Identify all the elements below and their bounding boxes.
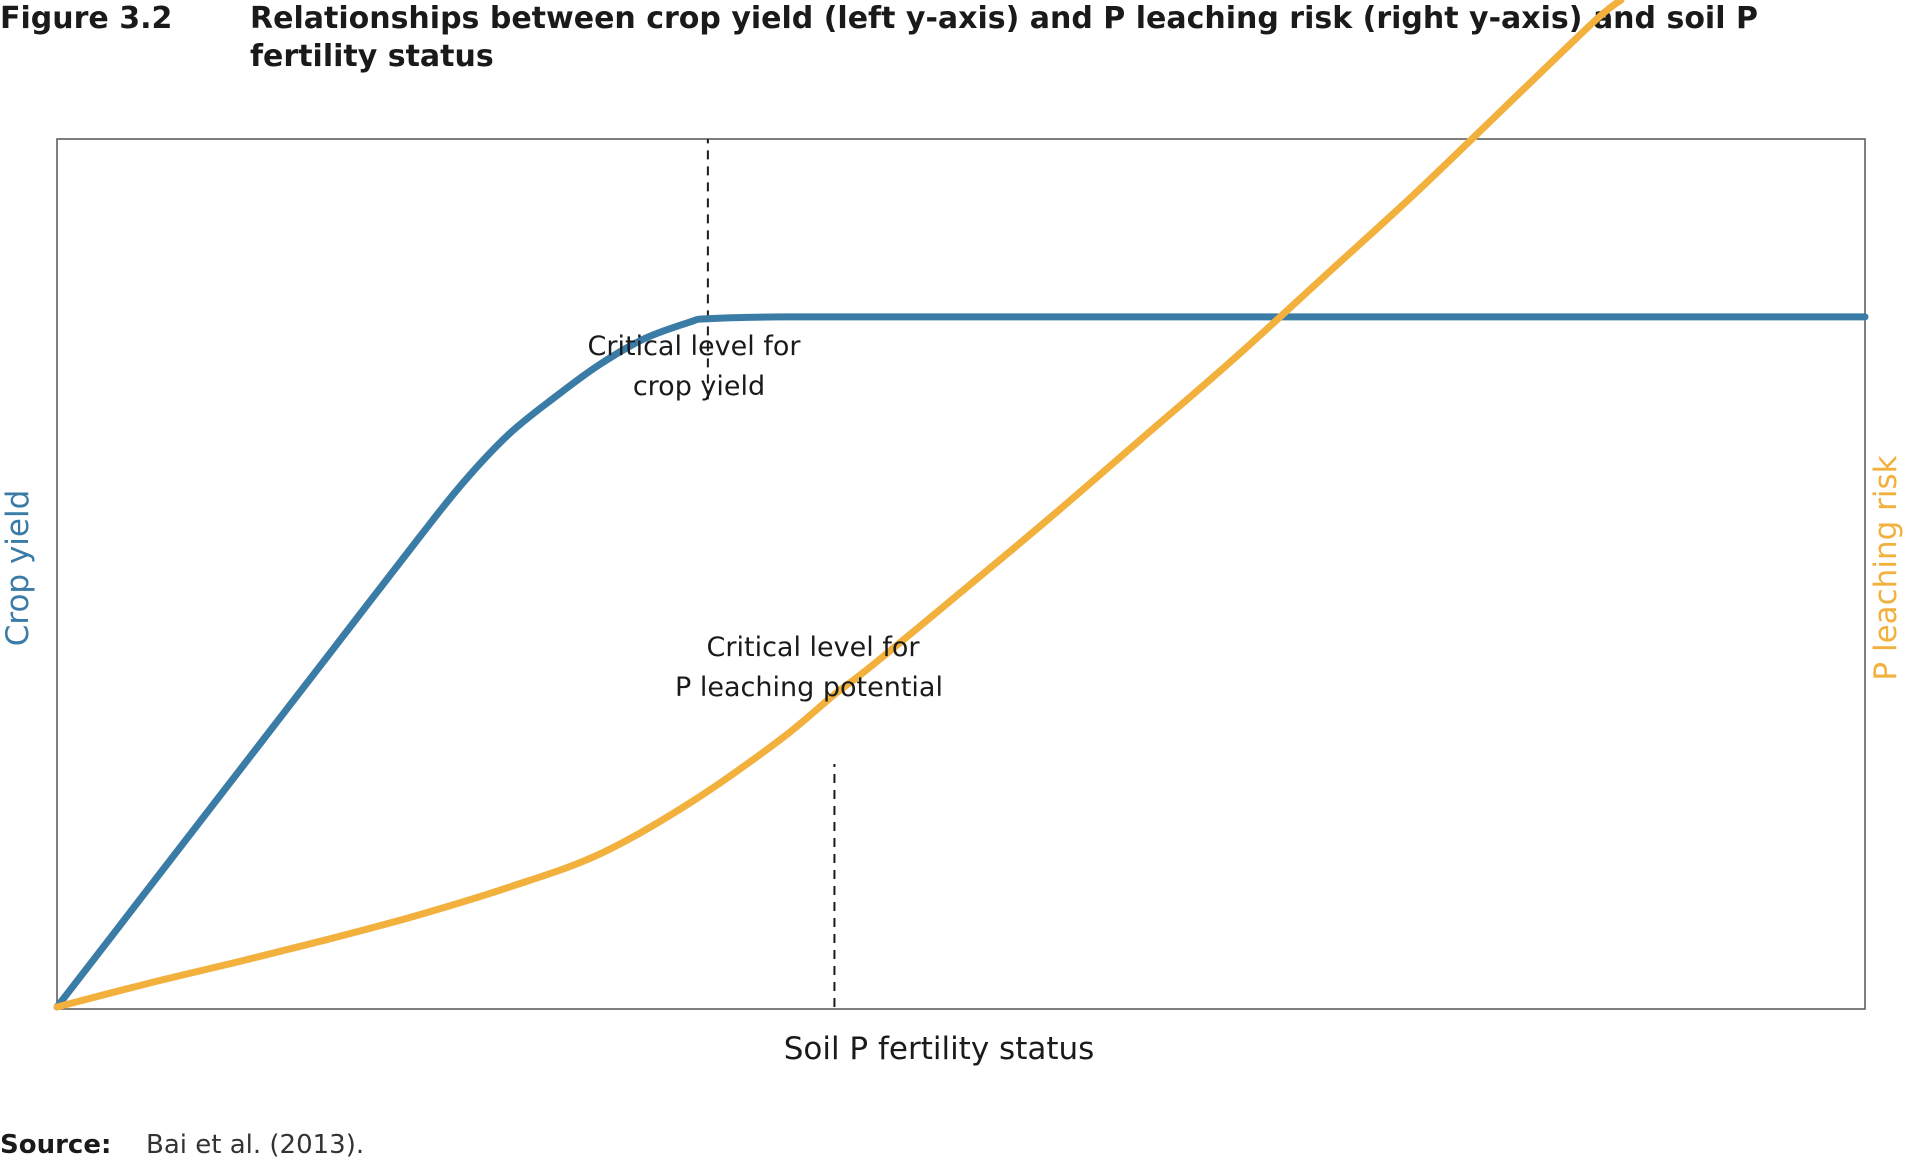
crop-yield-series-line [53,313,1869,1011]
x-axis-label: Soil P fertility status [784,1031,1095,1067]
annotation-crop-yield-line-1: Critical level for [588,331,802,362]
annotation-crop-yield-line-2: crop yield [633,371,765,402]
annotation-p-leaching-line-1: Critical level for [707,632,921,663]
source-text: Bai et al. (2013). [146,1130,365,1160]
y-axis-label-left: Crop yield [0,490,36,647]
annotation-p-leaching-line-2: P leaching potential [675,672,943,703]
source-label: Source: [0,1130,112,1160]
figure-number: Figure 3.2 [0,1,173,36]
y-axis-label-right: P leaching risk [1868,455,1904,680]
source-note: Source: Bai et al. (2013). [0,1128,1917,1162]
plot-frame [56,138,1866,1010]
chart: Critical level for crop yield Critical l… [0,0,1904,1067]
figure-title: Relationships between crop yield (left y… [250,1,1758,74]
figure-header: Figure 3.2 Relationships between crop yi… [0,0,1917,80]
p-leaching-series-line [53,0,1625,1011]
